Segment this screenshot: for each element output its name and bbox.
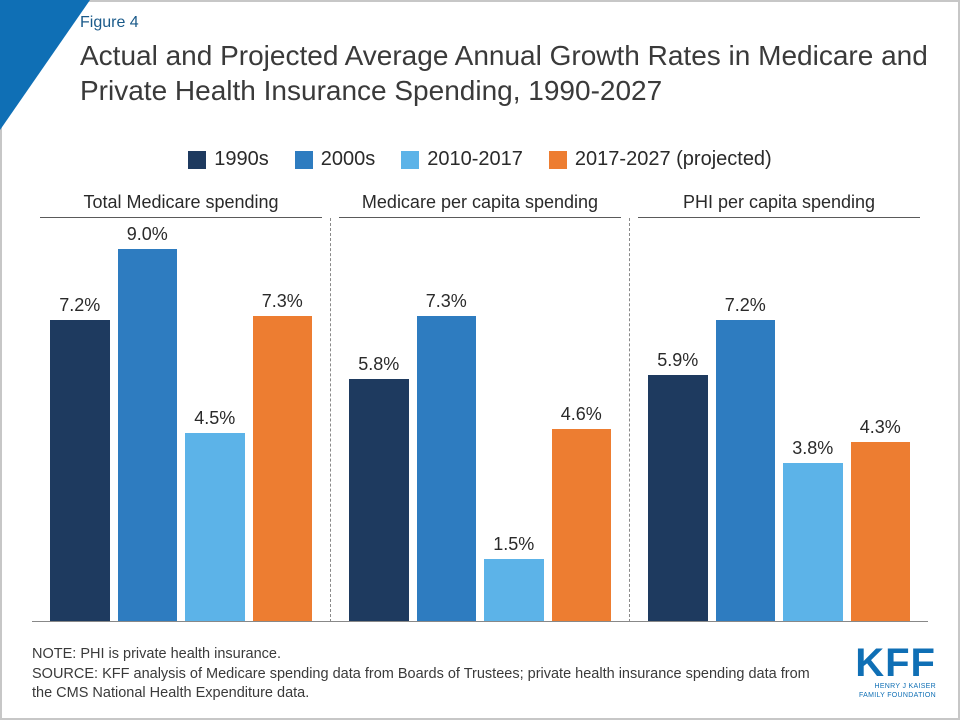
bars-area: 5.8% 7.3% 1.5% 4.6% (331, 218, 629, 622)
legend-label: 2010-2017 (427, 148, 523, 171)
panel-title: Total Medicare spending (32, 188, 330, 217)
chart-title: Actual and Projected Average Annual Grow… (80, 38, 940, 108)
bar-value-label: 7.2% (59, 295, 100, 316)
bar-rect (50, 320, 110, 622)
bar-value-label: 4.6% (561, 404, 602, 425)
bar-rect (648, 375, 708, 622)
bar-value-label: 9.0% (127, 224, 168, 245)
bar-rect (118, 249, 178, 622)
chart-panel: PHI per capita spending 5.9% 7.2% 3.8% 4.3% (630, 188, 928, 622)
panel-title: PHI per capita spending (630, 188, 928, 217)
bar-value-label: 7.3% (262, 291, 303, 312)
bar: 3.8% (783, 224, 843, 622)
bar: 7.3% (253, 224, 313, 622)
header: Figure 4 Actual and Projected Average An… (80, 14, 940, 108)
legend-item: 2017-2027 (projected) (549, 148, 772, 171)
bars-area: 5.9% 7.2% 3.8% 4.3% (630, 218, 928, 622)
bar: 5.8% (349, 224, 409, 622)
bar-rect (185, 433, 245, 622)
legend-swatch (549, 151, 567, 169)
bar-rect (552, 429, 612, 622)
legend-label: 2000s (321, 148, 376, 171)
bar-value-label: 4.5% (194, 408, 235, 429)
bar-value-label: 4.3% (860, 417, 901, 438)
bar-rect (417, 316, 477, 622)
bar-value-label: 5.9% (657, 350, 698, 371)
legend: 1990s 2000s 2010-2017 2017-2027 (projected) (0, 148, 960, 171)
bar-value-label: 3.8% (792, 438, 833, 459)
chart-panel: Medicare per capita spending 5.8% 7.3% 1.5%… (331, 188, 629, 622)
legend-label: 1990s (214, 148, 269, 171)
bar: 7.3% (417, 224, 477, 622)
bar: 5.9% (648, 224, 708, 622)
bar-rect (349, 379, 409, 622)
corner-accent (0, 0, 90, 130)
x-axis-baseline (32, 621, 928, 622)
bar-rect (484, 559, 544, 622)
bar: 4.3% (851, 224, 911, 622)
kff-logo: KFF HENRY J KAISER FAMILY FOUNDATION (855, 645, 936, 700)
bar-rect (716, 320, 776, 622)
bar-value-label: 5.8% (358, 354, 399, 375)
legend-label: 2017-2027 (projected) (575, 148, 772, 171)
chart-panels: Total Medicare spending7.2%9.0%4.5%7.3%M… (32, 188, 928, 622)
bar-rect (253, 316, 313, 622)
bar: 9.0% (118, 224, 178, 622)
legend-item: 1990s (188, 148, 269, 171)
bar: 4.5% (185, 224, 245, 622)
bar: 7.2% (50, 224, 110, 622)
logo-subtext-2: FAMILY FOUNDATION (855, 692, 936, 700)
panel-title: Medicare per capita spending (331, 188, 629, 217)
footer-note: NOTE: PHI is private health insurance. (32, 645, 810, 665)
chart-panel: Total Medicare spending 7.2% 9.0% 4.5% 7.3% (32, 188, 330, 622)
figure-label: Figure 4 (80, 14, 940, 32)
bar-value-label: 7.3% (426, 291, 467, 312)
bars-area: 7.2% 9.0% 4.5% 7.3% (32, 218, 330, 622)
bar-value-label: 1.5% (493, 534, 534, 555)
bar: 1.5% (484, 224, 544, 622)
bar: 7.2% (716, 224, 776, 622)
legend-swatch (401, 151, 419, 169)
footer: NOTE: PHI is private health insurance. S… (32, 645, 810, 704)
legend-swatch (188, 151, 206, 169)
bar-rect (783, 463, 843, 622)
legend-item: 2010-2017 (401, 148, 523, 171)
legend-item: 2000s (295, 148, 376, 171)
bar-rect (851, 442, 911, 622)
footer-source: SOURCE: KFF analysis of Medicare spendin… (32, 665, 810, 704)
bar-value-label: 7.2% (725, 295, 766, 316)
logo-text: KFF (855, 645, 936, 681)
legend-swatch (295, 151, 313, 169)
bar: 4.6% (552, 224, 612, 622)
